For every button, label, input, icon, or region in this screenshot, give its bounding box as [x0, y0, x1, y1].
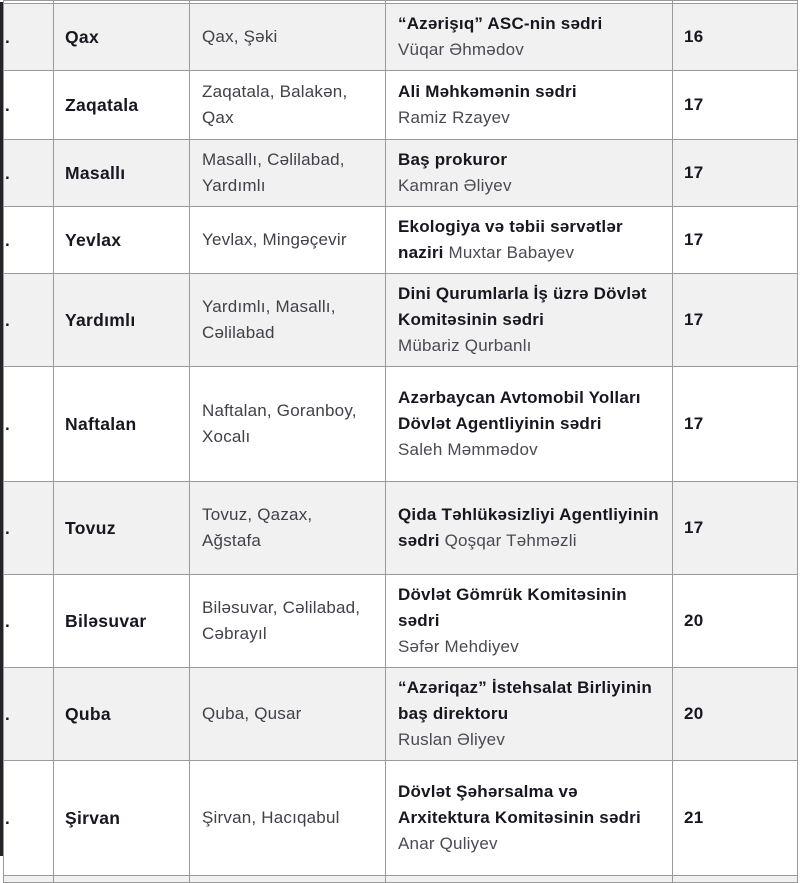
table-row: . Yardımlı Yardımlı, Masallı, Cəlilabad … — [3, 273, 798, 367]
ordinal-cell: . — [3, 667, 54, 761]
official-name: Qoşqar Təhməzli — [444, 531, 577, 550]
regions-cell: Biləsuvar, Cəlilabad, Cəbrayıl — [189, 574, 386, 668]
count-cell: 17 — [672, 139, 798, 207]
official-name: Kamran Əliyev — [398, 176, 512, 195]
official-name: Ruslan Əliyev — [398, 730, 506, 749]
officials-table: . Qax Qax, Şəki “Azərişıq” ASC-nin sədri… — [3, 0, 798, 883]
regions-cell: Naftalan, Goranboy, Xocalı — [189, 366, 386, 482]
official-name: Vüqar Əhmədov — [398, 40, 524, 59]
regions-cell: Quba, Qusar — [189, 667, 386, 761]
table-row: . Masallı Masallı, Cəlilabad, Yardımlı B… — [3, 139, 798, 207]
official-cell: Ekologiya və təbii sərvətlər naziri Muxt… — [385, 206, 673, 274]
regions-cell: Zaqatala, Balakən, Qax — [189, 70, 386, 140]
official-title: Qida Təhlükəsizliyi Agentliyinin sədri Q… — [398, 505, 659, 550]
count-cell: 17 — [672, 70, 798, 140]
city-cell: Qax — [53, 3, 190, 71]
table-row: . Şirvan Şirvan, Hacıqabul Dövlət Şəhərs… — [3, 760, 798, 876]
table-row: . Quba Quba, Qusar “Azəriqaz” İstehsalat… — [3, 667, 798, 761]
officials-table-body: . Qax Qax, Şəki “Azərişıq” ASC-nin sədri… — [3, 0, 798, 883]
official-cell: Ali Məhkəmənin sədri Ramiz Rzayev — [385, 70, 673, 140]
count-cell: 21 — [672, 760, 798, 876]
official-name: Saleh Məmmədov — [398, 440, 538, 459]
official-cell: Baş prokuror Kamran Əliyev — [385, 139, 673, 207]
ordinal-cell: . — [3, 760, 54, 876]
count-cell: 16 — [672, 3, 798, 71]
official-title: “Azəriqaz” İstehsalat Birliyinin baş dir… — [398, 678, 652, 723]
official-title: “Azərişıq” ASC-nin sədri — [398, 14, 603, 33]
official-cell: “Azəriqaz” İstehsalat Birliyinin baş dir… — [385, 667, 673, 761]
official-cell: Qida Təhlükəsizliyi Agentliyinin sədri Q… — [385, 481, 673, 575]
regions-cell: Tovuz, Qazax, Ağstafa — [189, 481, 386, 575]
official-title: Dini Qurumlarla İş üzrə Dövlət Komitəsin… — [398, 284, 647, 329]
table-left-edge-divider — [0, 2, 3, 856]
ordinal-cell: . — [3, 366, 54, 482]
regions-cell: Şirvan, Hacıqabul — [189, 760, 386, 876]
official-cell: Dini Qurumlarla İş üzrə Dövlət Komitəsin… — [385, 273, 673, 367]
table-row: . Biləsuvar Biləsuvar, Cəlilabad, Cəbray… — [3, 574, 798, 668]
official-name: Ramiz Rzayev — [398, 108, 510, 127]
table-row: . Yevlax Yevlax, Mingəçevir Ekologiya və… — [3, 206, 798, 274]
city-cell: Zaqatala — [53, 70, 190, 140]
official-name: Səfər Mehdiyev — [398, 637, 519, 656]
ordinal-cell: . — [3, 273, 54, 367]
table-row: . Qax Qax, Şəki “Azərişıq” ASC-nin sədri… — [3, 3, 798, 71]
count-cell: 20 — [672, 667, 798, 761]
city-cell: Naftalan — [53, 366, 190, 482]
ordinal-cell: . — [3, 139, 54, 207]
count-cell: 20 — [672, 574, 798, 668]
ordinal-cell: . — [3, 481, 54, 575]
official-cell: Dövlət Gömrük Komitəsinin sədri Səfər Me… — [385, 574, 673, 668]
table-row: . Tovuz Tovuz, Qazax, Ağstafa Qida Təhlü… — [3, 481, 798, 575]
official-title: Azərbaycan Avtomobil Yolları Dövlət Agen… — [398, 388, 641, 433]
count-cell: 17 — [672, 206, 798, 274]
count-cell: 17 — [672, 366, 798, 482]
official-title: Baş prokuror — [398, 150, 508, 169]
official-name: Mübariz Qurbanlı — [398, 336, 532, 355]
city-cell: Yardımlı — [53, 273, 190, 367]
count-cell: 17 — [672, 273, 798, 367]
official-title: Ekologiya və təbii sərvətlər naziri Muxt… — [398, 217, 623, 262]
regions-cell: Yardımlı, Masallı, Cəlilabad — [189, 273, 386, 367]
regions-cell: Qax, Şəki — [189, 3, 386, 71]
ordinal-cell: . — [3, 70, 54, 140]
official-title: Dövlət Şəhərsalma və Arxitektura Komitəs… — [398, 782, 641, 827]
official-cell: Azərbaycan Avtomobil Yolları Dövlət Agen… — [385, 366, 673, 482]
official-cell: “Azərişıq” ASC-nin sədri Vüqar Əhmədov — [385, 3, 673, 71]
city-cell: Masallı — [53, 139, 190, 207]
city-cell: Yevlax — [53, 206, 190, 274]
clipped-row-bottom — [3, 875, 798, 883]
official-cell: Dövlət Şəhərsalma və Arxitektura Komitəs… — [385, 760, 673, 876]
city-cell: Şirvan — [53, 760, 190, 876]
city-cell: Quba — [53, 667, 190, 761]
official-name: Anar Quliyev — [398, 834, 498, 853]
official-title: Ali Məhkəmənin sədri — [398, 82, 577, 101]
ordinal-cell: . — [3, 3, 54, 71]
regions-cell: Yevlax, Mingəçevir — [189, 206, 386, 274]
official-name: Muxtar Babayev — [448, 243, 575, 262]
city-cell: Tovuz — [53, 481, 190, 575]
table-row: . Zaqatala Zaqatala, Balakən, Qax Ali Mə… — [3, 70, 798, 140]
regions-cell: Masallı, Cəlilabad, Yardımlı — [189, 139, 386, 207]
table-row: . Naftalan Naftalan, Goranboy, Xocalı Az… — [3, 366, 798, 482]
count-cell: 17 — [672, 481, 798, 575]
ordinal-cell: . — [3, 206, 54, 274]
ordinal-cell: . — [3, 574, 54, 668]
official-title: Dövlət Gömrük Komitəsinin sədri — [398, 585, 627, 630]
city-cell: Biləsuvar — [53, 574, 190, 668]
